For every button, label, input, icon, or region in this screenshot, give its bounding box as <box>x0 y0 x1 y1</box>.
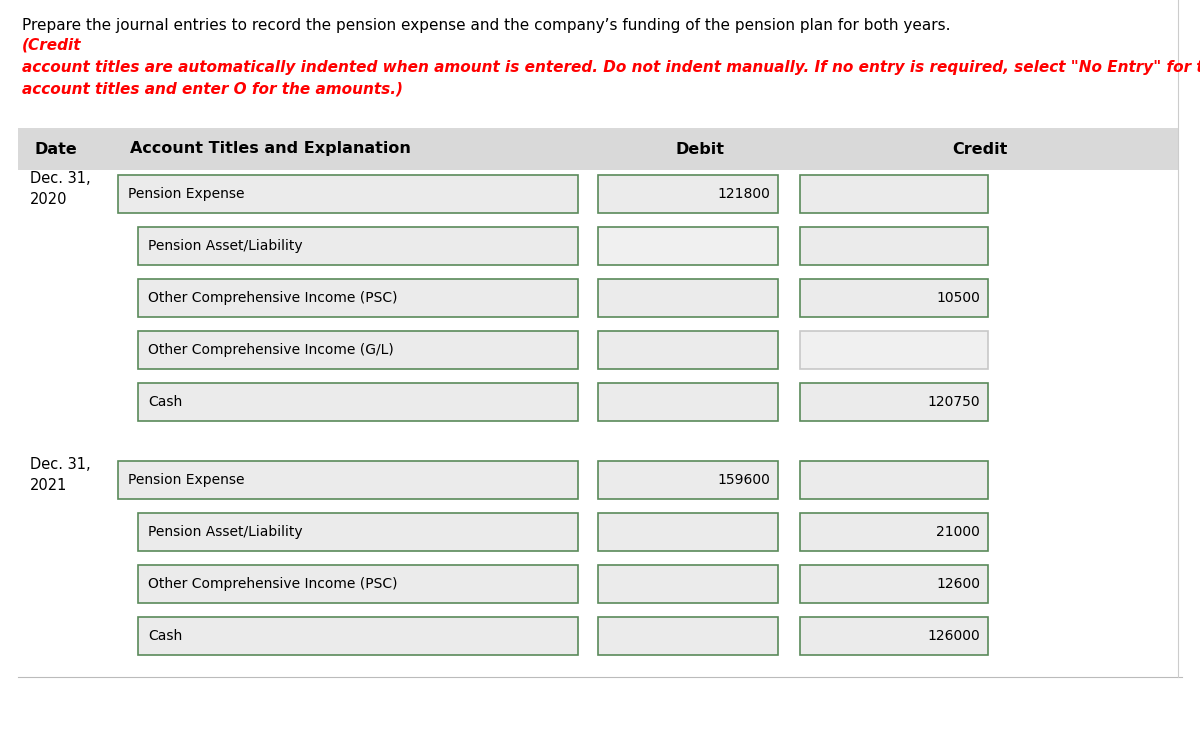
Bar <box>118 461 578 499</box>
Bar <box>138 279 578 317</box>
Text: Account Titles and Explanation: Account Titles and Explanation <box>130 142 410 156</box>
Text: 12600: 12600 <box>936 577 980 591</box>
Bar <box>598 513 778 551</box>
Bar <box>138 383 578 421</box>
Bar <box>138 227 578 265</box>
Bar <box>598 565 778 603</box>
Text: Other Comprehensive Income (PSC): Other Comprehensive Income (PSC) <box>148 577 397 591</box>
Text: Pension Expense: Pension Expense <box>128 473 245 487</box>
Bar <box>598 383 778 421</box>
Bar <box>800 227 988 265</box>
Text: 120750: 120750 <box>928 395 980 409</box>
Bar <box>138 513 578 551</box>
Bar <box>18 128 1178 170</box>
Text: 10500: 10500 <box>936 291 980 305</box>
Text: Pension Asset/Liability: Pension Asset/Liability <box>148 525 302 539</box>
Bar <box>800 175 988 213</box>
Bar <box>800 383 988 421</box>
Text: Date: Date <box>35 142 78 156</box>
Text: (Credit
account titles are automatically indented when amount is entered. Do not: (Credit account titles are automatically… <box>22 38 1200 96</box>
Bar <box>138 565 578 603</box>
Bar <box>800 279 988 317</box>
Bar <box>138 331 578 369</box>
Text: Other Comprehensive Income (G/L): Other Comprehensive Income (G/L) <box>148 343 394 357</box>
Text: Cash: Cash <box>148 395 182 409</box>
Bar <box>800 331 988 369</box>
Text: Other Comprehensive Income (PSC): Other Comprehensive Income (PSC) <box>148 291 397 305</box>
Bar <box>598 461 778 499</box>
Bar <box>118 175 578 213</box>
Text: 121800: 121800 <box>718 187 770 201</box>
Bar <box>598 279 778 317</box>
Text: Prepare the journal entries to record the pension expense and the company’s fund: Prepare the journal entries to record th… <box>22 18 955 33</box>
Bar <box>598 227 778 265</box>
Text: 159600: 159600 <box>718 473 770 487</box>
Bar <box>800 461 988 499</box>
Text: Pension Asset/Liability: Pension Asset/Liability <box>148 239 302 253</box>
Bar <box>138 617 578 655</box>
Bar <box>800 617 988 655</box>
Text: Debit: Debit <box>676 142 725 156</box>
Text: Pension Expense: Pension Expense <box>128 187 245 201</box>
Text: Dec. 31,
2021: Dec. 31, 2021 <box>30 457 91 493</box>
Text: Dec. 31,
2020: Dec. 31, 2020 <box>30 171 91 207</box>
Bar <box>800 565 988 603</box>
Text: 21000: 21000 <box>936 525 980 539</box>
Bar <box>598 617 778 655</box>
Text: 126000: 126000 <box>928 629 980 643</box>
Text: Credit: Credit <box>953 142 1008 156</box>
Text: Cash: Cash <box>148 629 182 643</box>
Bar <box>800 513 988 551</box>
Bar <box>598 175 778 213</box>
Bar <box>598 331 778 369</box>
